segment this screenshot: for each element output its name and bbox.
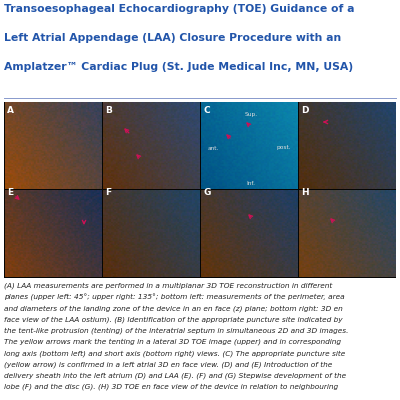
Text: ant.: ant. xyxy=(208,146,219,150)
Text: F: F xyxy=(105,188,111,197)
Bar xyxy=(4,102,396,278)
Text: A: A xyxy=(7,106,14,115)
Text: delivery sheath into the left atrium (D) and LAA (E). (F) and (G) Stepwise devel: delivery sheath into the left atrium (D)… xyxy=(4,372,346,379)
Text: the tent-like protrusion (tenting) of the interatrial septum in simultaneous 2D : the tent-like protrusion (tenting) of th… xyxy=(4,328,348,334)
Text: planes (upper left: 45°; upper right: 135°; bottom left: measurements of the per: planes (upper left: 45°; upper right: 13… xyxy=(4,294,345,301)
Text: and diameters of the landing zone of the device in an en face (z) plane; bottom : and diameters of the landing zone of the… xyxy=(4,305,343,312)
Text: Sup.: Sup. xyxy=(244,112,258,117)
Text: lobe (F) and the disc (G). (H) 3D TOE en face view of the device in relation to : lobe (F) and the disc (G). (H) 3D TOE en… xyxy=(4,384,338,390)
Text: face view of the LAA ostium). (B) Identification of the appropriate puncture sit: face view of the LAA ostium). (B) Identi… xyxy=(4,316,343,323)
Text: H: H xyxy=(301,188,309,197)
Text: C: C xyxy=(203,106,210,115)
Text: The yellow arrows mark the tenting in a lateral 3D TOE image (upper) and in corr: The yellow arrows mark the tenting in a … xyxy=(4,339,341,346)
Text: B: B xyxy=(105,106,112,115)
Text: post.: post. xyxy=(276,146,291,150)
Text: (A) LAA measurements are performed in a multiplanar 3D TOE reconstruction in dif: (A) LAA measurements are performed in a … xyxy=(4,283,332,290)
Text: D: D xyxy=(301,106,309,115)
Text: long axis (bottom left) and short axis (bottom right) views. (C) The appropriate: long axis (bottom left) and short axis (… xyxy=(4,350,345,357)
Text: G: G xyxy=(203,188,210,197)
Text: Left Atrial Appendage (LAA) Closure Procedure with an: Left Atrial Appendage (LAA) Closure Proc… xyxy=(4,33,341,43)
Text: (yellow arrow) is confirmed in a left atrial 3D en face view. (D) and (E) Introd: (yellow arrow) is confirmed in a left at… xyxy=(4,361,332,368)
Text: Transoesophageal Echocardiography (TOE) Guidance of a: Transoesophageal Echocardiography (TOE) … xyxy=(4,4,354,14)
Text: Inf.: Inf. xyxy=(246,181,256,186)
Text: E: E xyxy=(7,188,13,197)
Text: Amplatzer™ Cardiac Plug (St. Jude Medical Inc, MN, USA): Amplatzer™ Cardiac Plug (St. Jude Medica… xyxy=(4,62,353,72)
